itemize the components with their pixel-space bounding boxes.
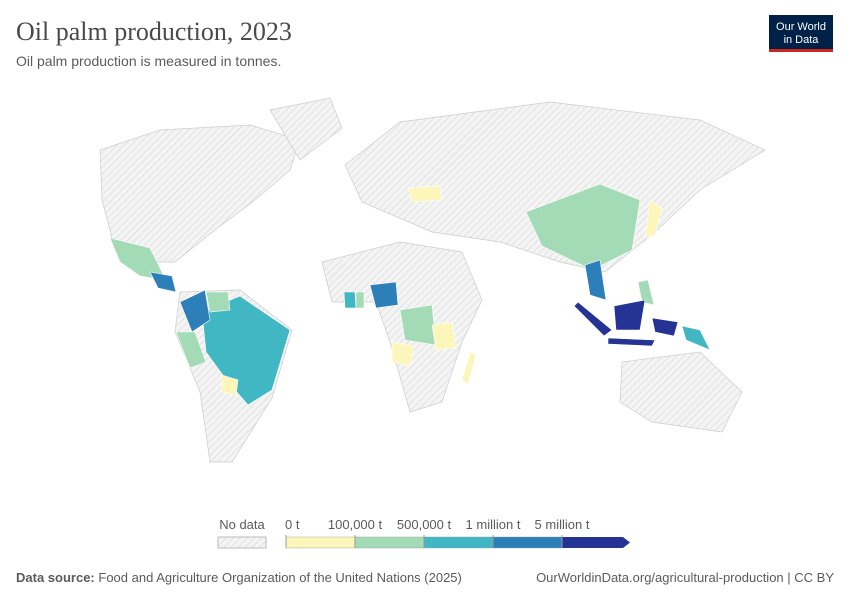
country [525,183,641,271]
country [637,279,655,306]
logo-bar [769,49,833,52]
source: Data source: Food and Agriculture Organi… [16,570,462,585]
legend-label: 500,000 t [397,517,452,532]
legend-label: 100,000 t [328,517,383,532]
country [369,281,399,309]
land [619,351,743,433]
country [584,259,607,301]
country [681,325,711,351]
country [431,321,457,351]
legend-label: 1 million t [466,517,521,532]
legend-label: 5 million t [535,517,590,532]
legend-swatch [354,536,425,549]
subtitle: Oil palm production is measured in tonne… [16,53,281,69]
legend-swatch [492,536,563,549]
land [99,124,301,263]
source-label: Data source: [16,570,95,585]
legend-label: 0 t [285,517,300,532]
title: Oil palm production, 2023 [16,17,292,46]
country [201,295,291,406]
country [149,271,177,293]
url: OurWorldinData.org/agricultural-producti… [536,570,834,585]
country [221,374,239,396]
source-text: Food and Agriculture Organization of the… [98,570,462,585]
map [99,97,766,463]
country [461,351,477,385]
country [205,291,231,313]
land [269,97,343,161]
country [355,291,365,309]
logo[interactable]: Our World in Data [769,15,833,52]
legend-swatch [423,536,494,549]
country [343,291,357,309]
country [644,199,663,239]
country [613,299,646,331]
legend-swatch [285,536,356,549]
legend: No data 0 t 100,000 t 500,000 t 1 million t… [217,517,630,549]
country [399,304,437,346]
legend-label: No data [219,517,265,532]
legend-no-data [217,536,267,549]
country [391,341,415,367]
country [175,331,207,369]
country [607,337,656,347]
logo-text: Our World [776,21,826,33]
legend-swatch [562,537,630,548]
country [407,185,443,203]
country [179,289,211,333]
country [573,301,613,337]
country [651,317,679,337]
logo-box [769,15,833,51]
logo-text: in Data [784,34,820,46]
land [321,241,483,413]
